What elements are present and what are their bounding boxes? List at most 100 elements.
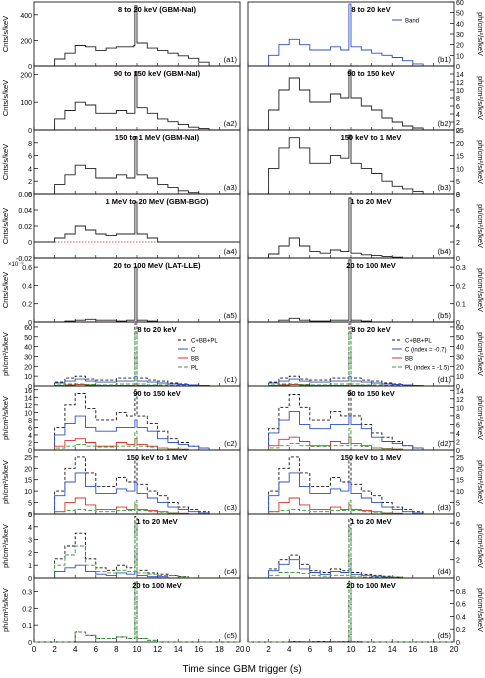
y-tick-label: 0 (28, 128, 32, 135)
panel-tag: (d1) (438, 375, 452, 384)
panel-tag: (d3) (438, 503, 452, 512)
y-axis-label: Cnts/s/keV (1, 272, 10, 308)
panel-title: 150 keV to 1 MeV (341, 453, 402, 462)
panel-title: 8 to 20 keV (137, 325, 176, 334)
panel-tag: (a2) (224, 119, 238, 128)
series-pl (34, 499, 240, 515)
y-tick-label: 100 (20, 100, 32, 107)
y-tick-label: 4 (456, 224, 460, 231)
y-tick-label: 0 (456, 128, 460, 135)
panel-tag: (d4) (438, 567, 452, 576)
panel-c5: 0 0.1 0.2 0.3 ph/cm²/s/keV 20 to 100 MeV (c5) (1, 577, 241, 647)
y-tick-label: 20 (456, 141, 464, 148)
series-bb (248, 497, 454, 515)
y-tick-label: 0.1 (22, 623, 32, 630)
y-tick-label: 10 (24, 374, 32, 381)
y-tick-label: 4 (28, 525, 32, 532)
y-tick-label: 6 (456, 208, 460, 215)
y-tick-label: 2 (456, 439, 460, 446)
panel-b1: 0 10 20 30 40 50 60 ph/cm²/s/keV 8 to 20 keV (b1)… (247, 0, 485, 71)
x-tick-label: 4 (287, 645, 292, 654)
x-tick-label: 20 (450, 645, 459, 654)
legend-label: BB (191, 357, 199, 363)
y-tick-label: 50 (24, 335, 32, 342)
y-axis-label: ph/cm²/s/keV (476, 396, 485, 440)
y-tick-label: 0.02 (18, 224, 32, 231)
x-tick-label: 12 (153, 645, 162, 654)
series-pl (248, 582, 454, 643)
y-tick-label: 0.04 (18, 208, 32, 215)
y-tick-label: 4 (456, 112, 460, 119)
y-tick-label: 4 (456, 539, 460, 546)
y-tick-label: 0 (28, 640, 32, 647)
y-axis-label: ph/cm²/s/keV (476, 268, 485, 312)
x-tick-label: 8 (114, 645, 119, 654)
y-tick-label: 6 (28, 425, 32, 432)
y-tick-label: 0 (28, 448, 32, 455)
y-axis-label: ph/cm²/s/keV (476, 524, 485, 568)
y-tick-label: 2 (28, 179, 32, 186)
legend-label: PL (191, 366, 199, 372)
series-c (34, 415, 240, 451)
y-tick-label: 0 (456, 576, 460, 583)
y-tick-label: 0.2 (22, 606, 32, 613)
y-tick-label: 12 (456, 397, 464, 404)
x-tick-label: 18 (429, 645, 438, 654)
y-tick-label: 5 (456, 501, 460, 508)
panel-title: 1 MeV to 20 MeV (GBM-BGO) (106, 197, 209, 206)
y-tick-label: 0.4 (456, 614, 466, 621)
y-tick-label: 0 (456, 384, 460, 391)
panel-tag: (a4) (224, 247, 238, 256)
legend: Band (392, 19, 419, 25)
y-tick-label: 14 (24, 395, 32, 402)
series-pl (34, 522, 240, 579)
y-tick-label: 0.6 (456, 602, 466, 609)
y-tick-label: 2 (28, 440, 32, 447)
y-tick-label: 20 (24, 364, 32, 371)
y-tick-label: 60 (24, 325, 32, 332)
series-pl (34, 582, 240, 643)
y-tick-label: 20 (456, 466, 464, 473)
panel-tag: (a3) (224, 183, 238, 192)
y-tick-label: 0.06 (18, 192, 32, 199)
series-data (34, 5, 240, 67)
x-tick-label: 0 (32, 645, 37, 654)
y-tick-label: 20 (456, 364, 464, 371)
y-tick-label: 50 (456, 11, 464, 18)
y-tick-label: 16 (24, 388, 32, 395)
y-tick-label: 2 (28, 550, 32, 557)
y-axis-label: ph/cm²/s/keV (1, 396, 10, 440)
y-tick-label: 400 (20, 13, 32, 20)
y-axis-label: ph/cm²/s/keV (476, 588, 485, 632)
y-tick-label: 5 (28, 512, 32, 519)
x-tick-label: 4 (73, 645, 78, 654)
x-tick-label: 0 (246, 645, 251, 654)
panel-tag: (a5) (224, 311, 238, 320)
y-axis-label: Cnts/s/keV (1, 16, 10, 52)
panel-tag: (c5) (224, 631, 237, 640)
panel-tag: (c3) (224, 503, 237, 512)
legend-label: C (191, 348, 196, 354)
y-tick-label: 6 (456, 104, 460, 111)
x-tick-label: 6 (94, 645, 99, 654)
panel-title: 20 to 100 MeV (132, 581, 182, 590)
y-tick-label: 30 (24, 354, 32, 361)
series-c-bb-pl (248, 580, 454, 643)
y-tick-label: 200 (20, 38, 32, 45)
panel-title: 150 keV to 1 MeV (127, 453, 188, 462)
y-tick-label: 0.3 (456, 265, 466, 272)
legend-label: PL (index = -1.5) (405, 366, 449, 372)
y-tick-label: 8 (28, 141, 32, 148)
y-tick-label: 0.4 (22, 283, 32, 290)
y-tick-label: 0 (28, 320, 32, 327)
series-pl (248, 527, 454, 579)
series-c (34, 472, 240, 515)
panel-d5: 0 0.2 0.4 0.6 0.8 ph/cm²/s/keV 20 to 100 MeV (d… (247, 577, 485, 647)
y-tick-label: 8 (456, 414, 460, 421)
y-tick-label: 6 (28, 154, 32, 161)
y-axis-label: ph/cm²/s/keV (476, 12, 485, 56)
panel-c4: 0 1 2 3 4 5 ph/cm²/s/keV 1 to 20 MeV (c4) (1, 512, 241, 583)
y-axis-label: ph/cm²/s/keV (1, 524, 10, 568)
y-tick-label: 2 (456, 558, 460, 565)
panel-tag: (b4) (438, 247, 452, 256)
